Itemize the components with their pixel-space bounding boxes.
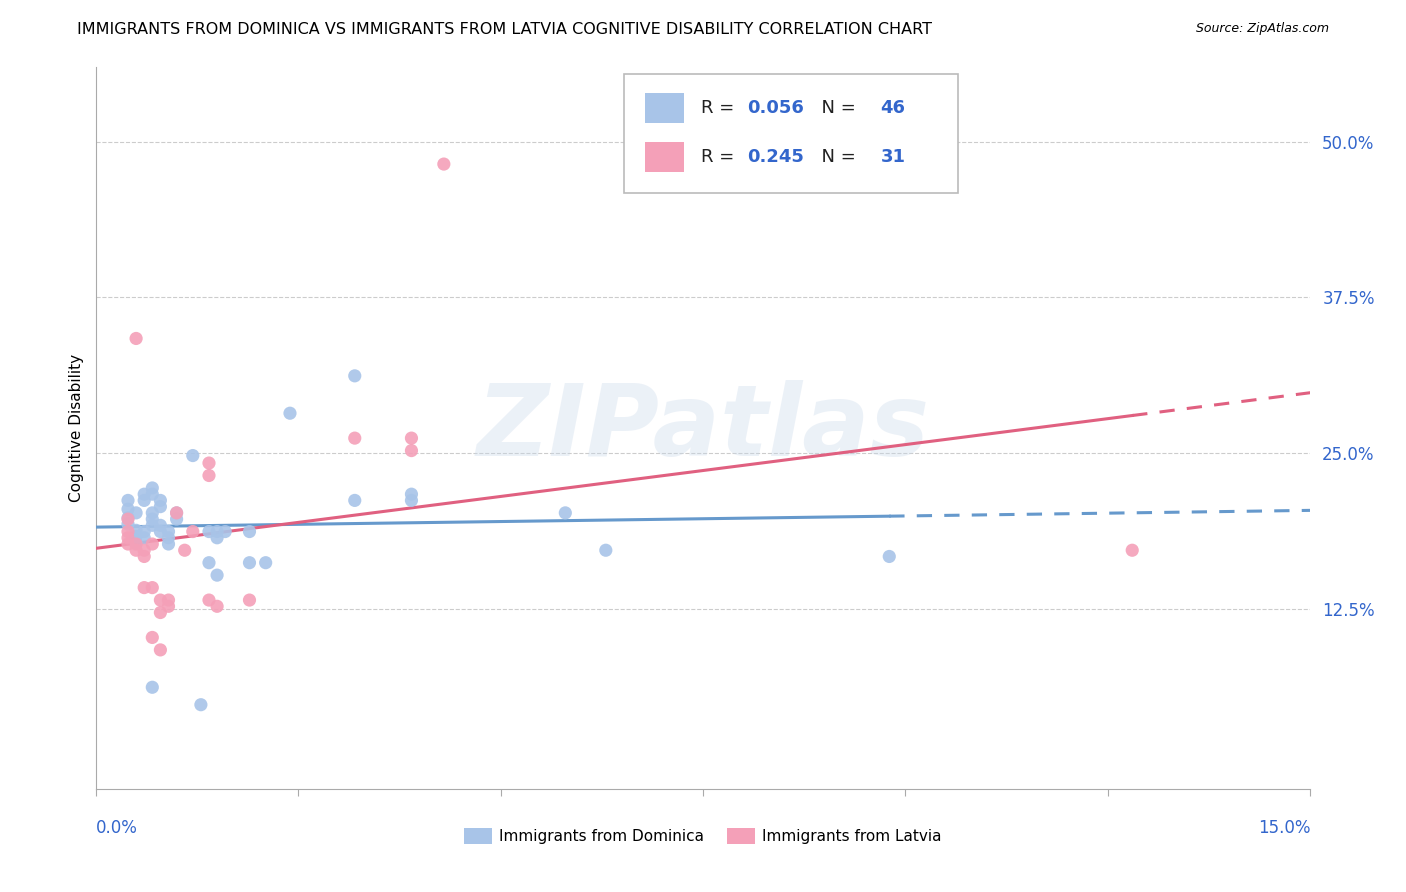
- Point: [134, 493, 156, 508]
- Point: [238, 524, 260, 539]
- Point: [149, 643, 172, 657]
- Point: [157, 537, 180, 551]
- Point: [157, 599, 180, 614]
- Point: [149, 593, 172, 607]
- Point: [125, 524, 148, 538]
- Point: [198, 593, 221, 607]
- Text: R =: R =: [700, 148, 740, 166]
- Point: [1121, 543, 1143, 558]
- Point: [238, 593, 260, 607]
- Point: [278, 406, 301, 420]
- Point: [157, 524, 180, 539]
- Point: [117, 537, 139, 551]
- Point: [205, 531, 228, 545]
- Point: [401, 487, 423, 501]
- Point: [401, 443, 423, 458]
- Point: [141, 631, 163, 645]
- Point: [173, 543, 195, 558]
- Point: [149, 493, 172, 508]
- Point: [117, 524, 139, 539]
- Point: [134, 543, 156, 558]
- Point: [205, 568, 228, 582]
- Point: [401, 431, 423, 445]
- Point: [198, 468, 221, 483]
- Point: [157, 593, 180, 607]
- Point: [117, 512, 139, 526]
- Point: [134, 487, 156, 501]
- Point: [149, 500, 172, 514]
- Point: [141, 506, 163, 520]
- Point: [198, 556, 221, 570]
- Point: [181, 449, 204, 463]
- Point: [117, 502, 139, 516]
- Point: [141, 680, 163, 694]
- Point: [190, 698, 212, 712]
- Point: [125, 537, 148, 551]
- Text: 31: 31: [880, 148, 905, 166]
- Y-axis label: Cognitive Disability: Cognitive Disability: [69, 354, 84, 502]
- Point: [401, 493, 423, 508]
- Point: [141, 581, 163, 595]
- Point: [198, 524, 221, 539]
- Point: [595, 543, 617, 558]
- Point: [254, 556, 277, 570]
- Point: [343, 368, 366, 383]
- Point: [149, 518, 172, 533]
- Point: [125, 506, 148, 520]
- Text: 0.245: 0.245: [747, 148, 804, 166]
- Point: [141, 481, 163, 495]
- Point: [125, 543, 148, 558]
- Point: [134, 524, 156, 539]
- Point: [117, 517, 139, 532]
- Point: [554, 506, 576, 520]
- Point: [141, 487, 163, 501]
- Point: [166, 512, 188, 526]
- Point: [205, 599, 228, 614]
- Text: 46: 46: [880, 99, 905, 117]
- Point: [149, 524, 172, 539]
- Text: 0.056: 0.056: [747, 99, 804, 117]
- Point: [877, 549, 900, 564]
- Point: [125, 530, 148, 544]
- Text: 15.0%: 15.0%: [1258, 819, 1310, 837]
- Point: [343, 431, 366, 445]
- Point: [205, 524, 228, 539]
- FancyBboxPatch shape: [624, 74, 957, 194]
- Text: Source: ZipAtlas.com: Source: ZipAtlas.com: [1195, 22, 1329, 36]
- FancyBboxPatch shape: [645, 142, 683, 172]
- Point: [198, 456, 221, 470]
- Point: [117, 493, 139, 508]
- Point: [117, 531, 139, 545]
- Point: [134, 581, 156, 595]
- Text: N =: N =: [810, 148, 862, 166]
- Point: [157, 531, 180, 545]
- Point: [343, 493, 366, 508]
- Point: [125, 331, 148, 345]
- Text: ZIPatlas: ZIPatlas: [477, 380, 929, 476]
- Point: [214, 524, 236, 539]
- Point: [166, 506, 188, 520]
- Point: [134, 531, 156, 545]
- Point: [181, 524, 204, 539]
- Point: [433, 157, 456, 171]
- Point: [141, 537, 163, 551]
- Point: [117, 511, 139, 525]
- FancyBboxPatch shape: [645, 93, 683, 123]
- Point: [141, 518, 163, 533]
- Point: [238, 556, 260, 570]
- Text: R =: R =: [700, 99, 740, 117]
- Point: [149, 606, 172, 620]
- Point: [125, 535, 148, 549]
- Text: 0.0%: 0.0%: [96, 819, 138, 837]
- Text: N =: N =: [810, 99, 862, 117]
- Point: [134, 549, 156, 564]
- Point: [166, 506, 188, 520]
- Point: [141, 512, 163, 526]
- Text: IMMIGRANTS FROM DOMINICA VS IMMIGRANTS FROM LATVIA COGNITIVE DISABILITY CORRELAT: IMMIGRANTS FROM DOMINICA VS IMMIGRANTS F…: [77, 22, 932, 37]
- Legend: Immigrants from Dominica, Immigrants from Latvia: Immigrants from Dominica, Immigrants fro…: [458, 822, 948, 850]
